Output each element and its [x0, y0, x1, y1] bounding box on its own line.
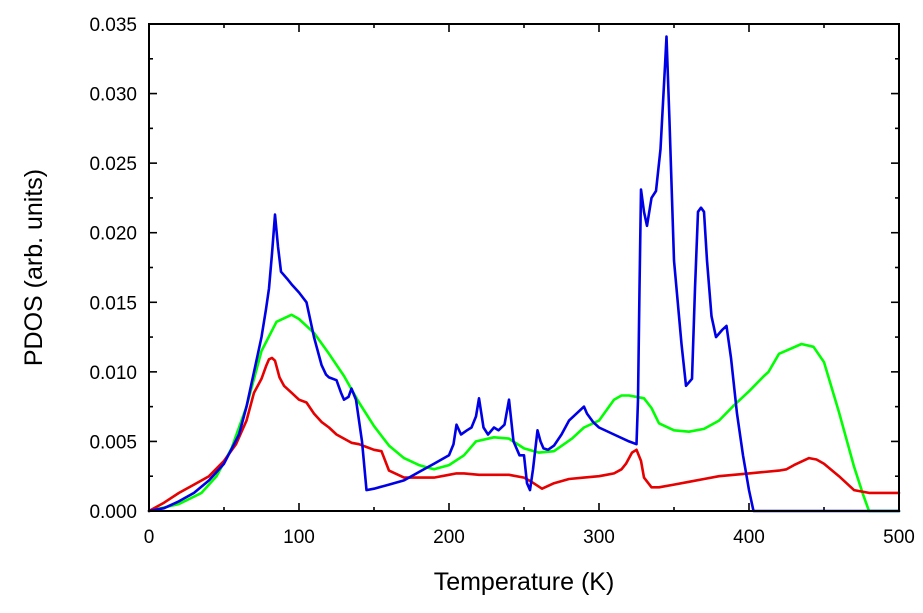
y-tick-label: 0.015 — [89, 293, 137, 314]
y-tick-label: 0.010 — [89, 363, 137, 384]
axis-ticks: 0 100 200 300 400 500 0.000 0.005 0.010 0.015 0.02… — [89, 15, 914, 548]
x-tick-label: 500 — [883, 527, 915, 548]
y-tick-label: 0.020 — [89, 224, 137, 245]
x-tick-label: 200 — [433, 527, 465, 548]
x-tick-label: 0 — [144, 527, 155, 548]
blue-series-line — [147, 35, 901, 513]
series-lines — [147, 35, 901, 513]
x-tick-label: 100 — [283, 527, 315, 548]
red-series-line — [147, 356, 901, 513]
x-axis-title: Temperature (K) — [434, 568, 615, 596]
y-tick-label: 0.000 — [89, 502, 137, 523]
plot-frame — [148, 23, 900, 512]
y-axis-title: PDOS (arb. units) — [20, 169, 48, 366]
y-tick-label: 0.005 — [89, 432, 137, 453]
green-series-line — [147, 313, 901, 513]
y-tick-label: 0.035 — [89, 15, 137, 36]
x-tick-label: 400 — [733, 527, 765, 548]
y-tick-label: 0.025 — [89, 154, 137, 175]
y-tick-label: 0.030 — [89, 85, 137, 106]
x-tick-label: 300 — [583, 527, 615, 548]
